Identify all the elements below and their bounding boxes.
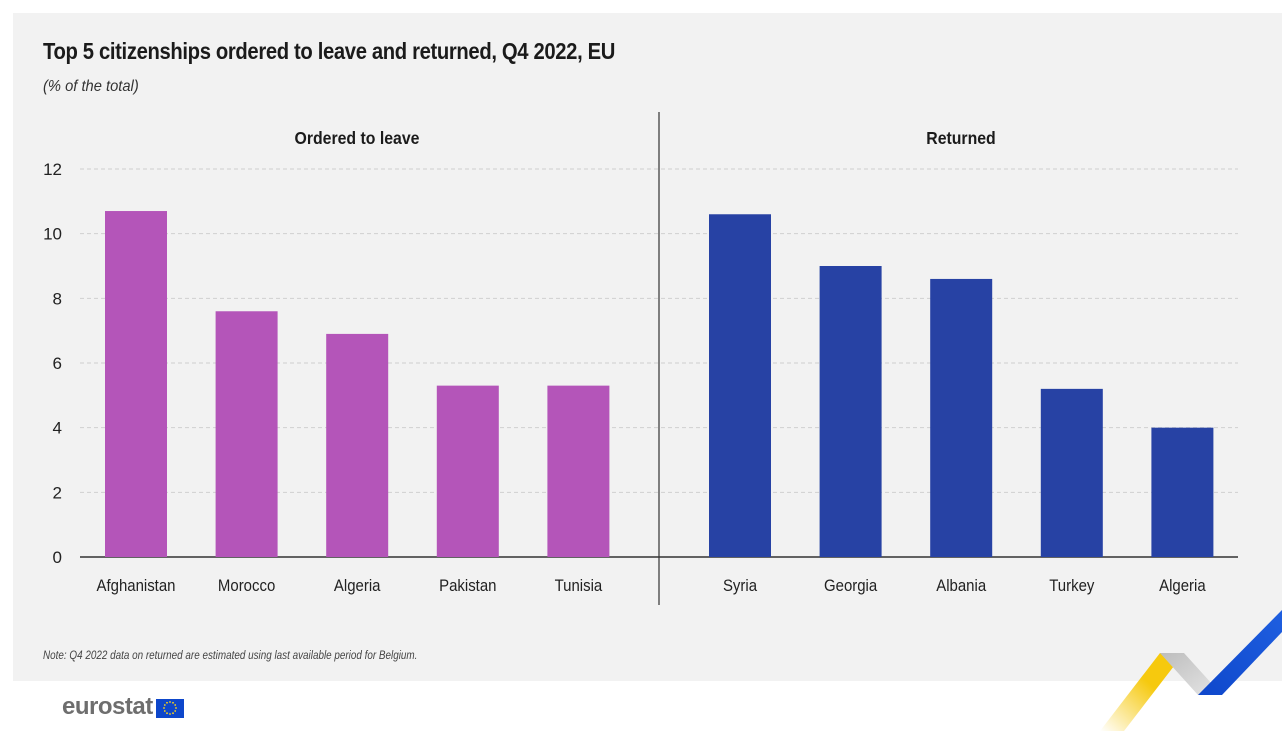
logo-text: eurostat	[62, 693, 153, 720]
panel-title: Returned	[926, 128, 995, 148]
x-tick-label: Georgia	[824, 577, 877, 595]
chart-subtitle: (% of the total)	[43, 78, 139, 95]
y-tick-label: 6	[53, 354, 62, 373]
x-tick-label: Syria	[723, 577, 757, 595]
y-tick-label: 12	[43, 160, 62, 179]
bar	[819, 266, 882, 557]
x-tick-label: Afghanistan	[97, 577, 176, 595]
y-tick-label: 0	[53, 548, 62, 567]
x-tick-label: Morocco	[218, 577, 275, 595]
x-tick-label: Pakistan	[439, 577, 496, 595]
swoosh-blue	[1198, 610, 1282, 695]
y-tick-label: 2	[53, 483, 62, 502]
bar	[1040, 388, 1103, 557]
x-tick-label: Turkey	[1049, 577, 1094, 595]
decorative-swoosh	[1100, 610, 1282, 731]
swoosh-grey	[1160, 653, 1222, 695]
chart-title: Top 5 citizenships ordered to leave and …	[43, 38, 616, 64]
x-tick-label: Algeria	[334, 577, 381, 595]
y-tick-label: 4	[53, 419, 62, 438]
y-tick-label: 8	[53, 289, 62, 308]
x-tick-label: Albania	[936, 577, 986, 595]
bar	[547, 385, 610, 557]
bar	[215, 311, 278, 557]
bar	[436, 385, 499, 557]
bar	[709, 214, 771, 557]
swoosh-yellow	[1100, 653, 1184, 731]
panel-title: Ordered to leave	[295, 128, 420, 148]
eurostat-logo: eurostat	[62, 693, 184, 721]
y-tick-label: 10	[43, 225, 62, 244]
bar	[1151, 427, 1214, 557]
bar	[326, 333, 389, 557]
eu-flag-icon	[155, 698, 184, 718]
bar	[105, 211, 167, 558]
x-tick-label: Algeria	[1159, 577, 1206, 595]
bar	[930, 278, 993, 557]
x-tick-label: Tunisia	[555, 577, 603, 595]
footnote: Note: Q4 2022 data on returned are estim…	[43, 650, 418, 662]
